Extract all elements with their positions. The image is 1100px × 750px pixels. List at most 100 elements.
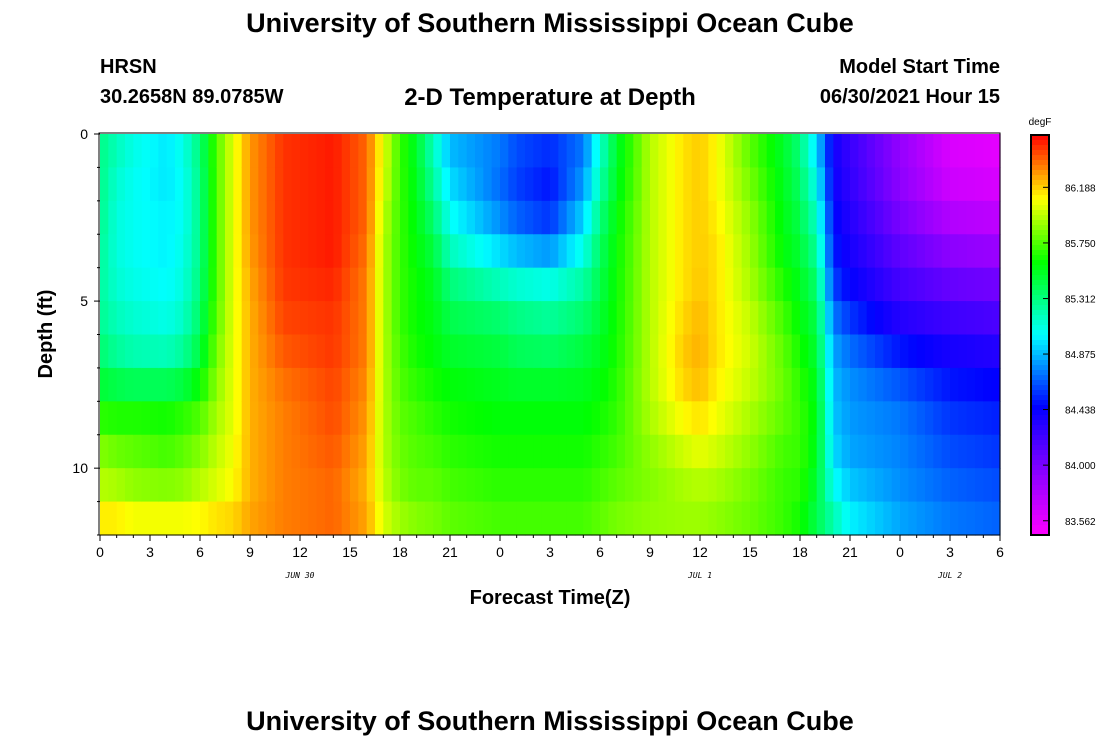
heatmap-cell — [408, 501, 418, 536]
heatmap-cell — [825, 301, 834, 336]
heatmap-cell — [983, 134, 993, 169]
heatmap-cell — [991, 334, 1001, 369]
heatmap-cell — [825, 267, 834, 302]
heatmap-cell — [641, 234, 651, 269]
heatmap-cell — [508, 501, 518, 536]
heatmap-cell — [908, 468, 918, 503]
colorbar-segment — [1031, 250, 1049, 256]
heatmap-cell — [266, 468, 276, 503]
heatmap-cell — [166, 367, 176, 402]
heatmap-cell — [866, 301, 876, 336]
heatmap-cell — [991, 367, 1001, 402]
heatmap-cell — [791, 401, 801, 436]
heatmap-cell — [466, 434, 476, 469]
heatmap-cell — [341, 401, 351, 436]
heatmap-cell — [700, 267, 709, 302]
heatmap-cell — [250, 234, 259, 269]
heatmap-cell — [275, 267, 284, 302]
heatmap-cell — [825, 401, 834, 436]
heatmap-cell — [908, 167, 918, 202]
y-axis: 0 5 10 — [72, 126, 100, 536]
heatmap-cell — [200, 200, 209, 235]
heatmap-cell — [608, 434, 618, 469]
heatmap-cell — [591, 267, 601, 302]
heatmap-cell — [675, 334, 684, 369]
heatmap-cell — [908, 401, 918, 436]
heatmap-cell — [325, 367, 334, 402]
heatmap-cell — [616, 367, 626, 402]
heatmap-cell — [508, 134, 518, 169]
heatmap-cell — [508, 267, 518, 302]
heatmap-cell — [975, 267, 984, 302]
heatmap-cell — [441, 234, 451, 269]
colorbar-segment — [1031, 340, 1049, 346]
heatmap-cell — [175, 401, 184, 436]
heatmap-cell — [691, 234, 701, 269]
heatmap-cell — [100, 434, 109, 469]
heatmap-cell — [850, 267, 859, 302]
colorbar-segment — [1031, 170, 1049, 176]
heatmap-cell — [800, 301, 809, 336]
heatmap-cell — [125, 468, 134, 503]
heatmap-cell — [833, 334, 843, 369]
heatmap-cell — [991, 134, 1001, 169]
heatmap-cell — [833, 501, 843, 536]
heatmap-cell — [658, 367, 668, 402]
heatmap-cell — [358, 468, 368, 503]
heatmap-cell — [900, 434, 909, 469]
heatmap-cell — [900, 234, 909, 269]
colorbar-segment — [1031, 430, 1049, 436]
heatmap-cell — [875, 301, 884, 336]
heatmap-cell — [800, 134, 809, 169]
heatmap-cell — [691, 301, 701, 336]
heatmap-cell — [375, 367, 384, 402]
heatmap-cell — [483, 367, 493, 402]
heatmap-cell — [150, 468, 159, 503]
heatmap-cell — [625, 501, 634, 536]
heatmap-cell — [958, 134, 968, 169]
heatmap-cell — [225, 301, 234, 336]
heatmap-cell — [250, 134, 259, 169]
colorbar-segment — [1031, 275, 1049, 281]
heatmap-cell — [125, 334, 134, 369]
heatmap-cell — [708, 501, 718, 536]
heatmap-cell — [641, 200, 651, 235]
heatmap-cell — [266, 367, 276, 402]
heatmap-cell — [833, 200, 843, 235]
colorbar-segment — [1031, 210, 1049, 216]
heatmap-cell — [216, 334, 226, 369]
heatmap-cell — [225, 434, 234, 469]
heatmap-cell — [108, 267, 118, 302]
heatmap-cell — [425, 367, 434, 402]
heatmap-cell — [525, 134, 534, 169]
heatmap-cell — [583, 434, 593, 469]
heatmap-cell — [600, 334, 609, 369]
heatmap-cell — [683, 134, 693, 169]
heatmap-cell — [916, 367, 926, 402]
heatmap-cell — [275, 167, 284, 202]
heatmap-cell — [600, 501, 609, 536]
heatmap-cell — [866, 167, 876, 202]
heatmap-cell — [208, 134, 218, 169]
heatmap-cell — [283, 367, 293, 402]
heatmap-cell — [258, 367, 268, 402]
colorbar-segment — [1031, 345, 1049, 351]
heatmap-cell — [841, 134, 851, 169]
heatmap-cell — [691, 134, 701, 169]
heatmap-cell — [650, 301, 659, 336]
heatmap-cell — [391, 334, 401, 369]
heatmap-cell — [808, 301, 818, 336]
heatmap-cell — [733, 200, 743, 235]
heatmap-cell — [733, 434, 743, 469]
heatmap-cell — [783, 334, 793, 369]
heatmap-cell — [916, 501, 926, 536]
heatmap-cell — [100, 334, 109, 369]
colorbar-segment — [1031, 225, 1049, 231]
heatmap-cell — [100, 501, 109, 536]
heatmap-cell — [933, 468, 943, 503]
heatmap-cell — [150, 367, 159, 402]
heatmap-cell — [866, 367, 876, 402]
heatmap-cell — [283, 401, 293, 436]
heatmap-cell — [800, 267, 809, 302]
heatmap-cell — [741, 234, 751, 269]
